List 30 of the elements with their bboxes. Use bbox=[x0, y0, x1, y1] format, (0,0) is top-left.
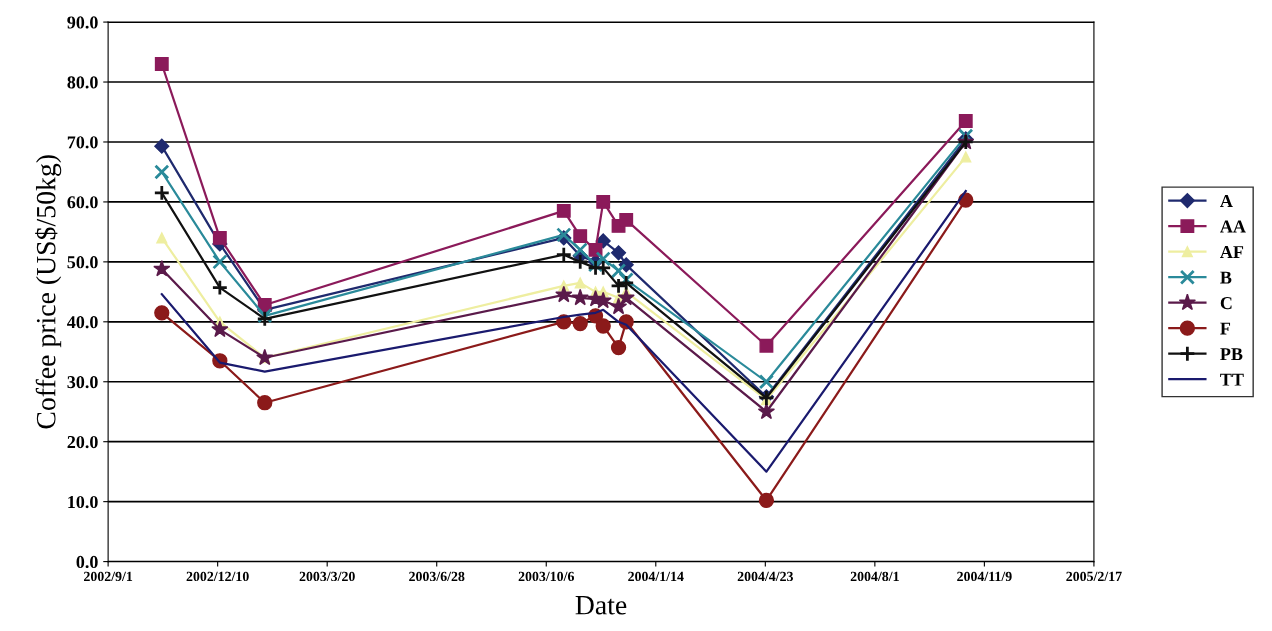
legend-label: F bbox=[1220, 322, 1231, 335]
y-tick-label: 60.0 bbox=[67, 196, 98, 209]
x-tick-label: 2003/6/28 bbox=[409, 571, 465, 582]
y-axis-title: Coffee price (US$/50kg) bbox=[35, 155, 62, 429]
y-tick-label: 40.0 bbox=[67, 316, 98, 329]
y-tick-label: 30.0 bbox=[67, 376, 98, 389]
legend-label: PB bbox=[1220, 348, 1243, 361]
y-tick-label: 70.0 bbox=[67, 136, 98, 149]
y-tick-label: 20.0 bbox=[67, 435, 98, 449]
x-tick-label: 2004/8/1 bbox=[850, 571, 899, 582]
y-tick-label: 90.0 bbox=[67, 16, 98, 29]
x-tick-label: 2004/1/14 bbox=[628, 571, 684, 582]
legend-label: AA bbox=[1220, 220, 1246, 233]
x-tick-label: 2003/10/6 bbox=[518, 571, 575, 582]
x-tick-label: 2003/3/20 bbox=[299, 571, 355, 582]
legend-label: TT bbox=[1220, 373, 1244, 386]
x-tick-label: 2005/2/17 bbox=[1066, 571, 1122, 582]
x-tick-label: 2004/4/23 bbox=[737, 571, 794, 582]
legend-label: B bbox=[1220, 271, 1232, 284]
x-tick-label: 2002/9/1 bbox=[84, 571, 133, 582]
x-tick-label: 2002/12/10 bbox=[186, 571, 249, 582]
y-tick-label: 50.0 bbox=[67, 256, 98, 269]
x-axis-title: Date bbox=[575, 596, 627, 615]
legend-label: C bbox=[1220, 297, 1232, 310]
legend-label: AF bbox=[1220, 246, 1244, 258]
x-tick-label: 2004/11/9 bbox=[957, 571, 1012, 582]
y-tick-label: 10.0 bbox=[68, 495, 98, 509]
legend-label: A bbox=[1220, 195, 1233, 207]
y-tick-label: 0.0 bbox=[76, 555, 98, 569]
y-tick-label: 80.0 bbox=[67, 76, 98, 89]
